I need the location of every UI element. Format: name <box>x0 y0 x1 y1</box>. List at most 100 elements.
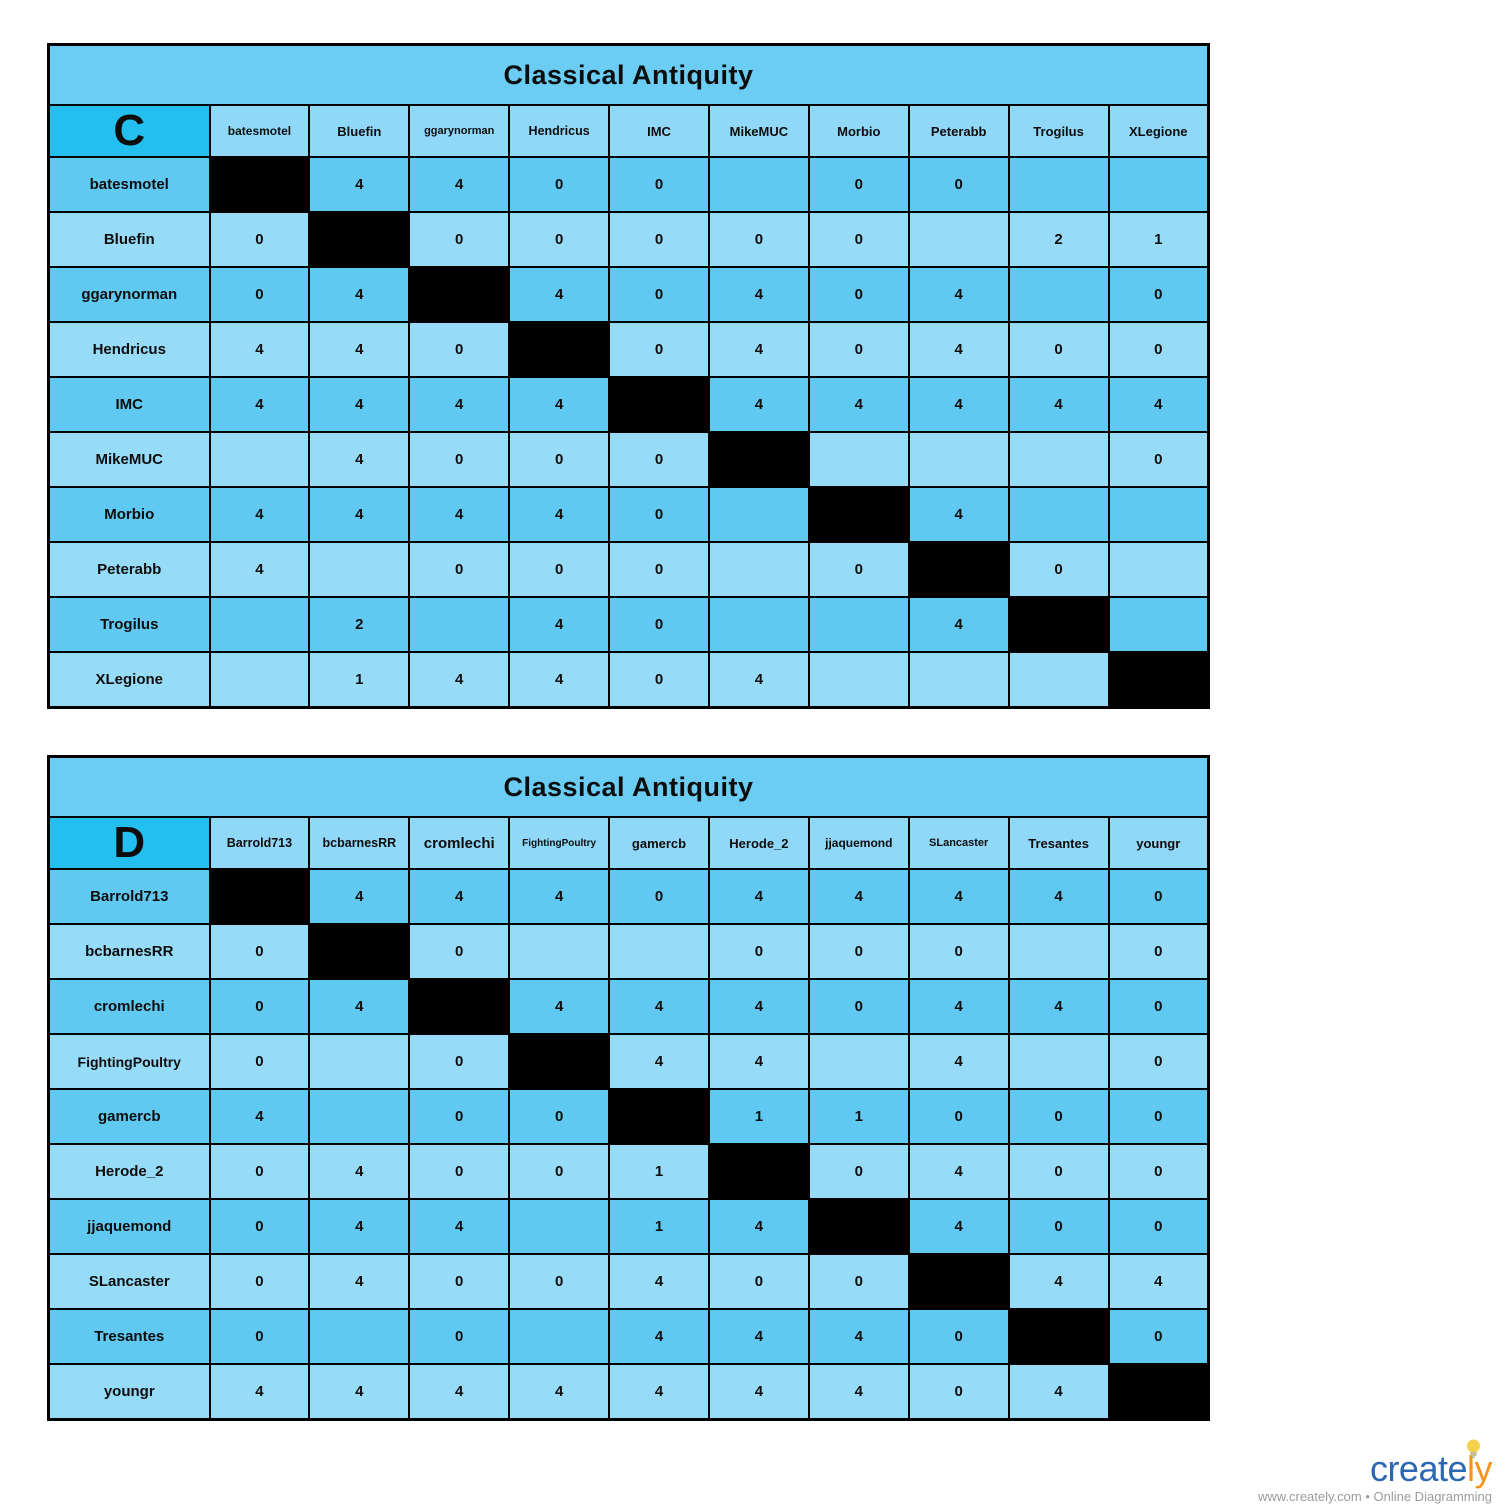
matrix-cell <box>807 596 910 653</box>
matrix-cell: 0 <box>508 541 611 598</box>
matrix-cell: 4 <box>907 376 1010 433</box>
matrix-cell: 0 <box>208 1308 311 1365</box>
matrix-cell: 0 <box>807 211 910 268</box>
matrix-cell: 0 <box>1107 431 1210 488</box>
row-header: Peterabb <box>47 541 211 598</box>
matrix-cell: 0 <box>208 1143 311 1200</box>
matrix-cell: 0 <box>208 1198 311 1255</box>
matrix-cell <box>608 923 710 980</box>
diagonal-cell <box>907 1253 1010 1310</box>
column-header: gamercb <box>608 816 710 870</box>
matrix-cell: 0 <box>408 1308 511 1365</box>
column-header: Trogilus <box>1007 104 1110 158</box>
matrix-cell: 0 <box>208 266 311 323</box>
matrix-cell: 4 <box>508 1363 611 1420</box>
matrix-cell: 0 <box>1107 978 1210 1035</box>
matrix-cell: 0 <box>408 1088 511 1145</box>
matrix-cell: 4 <box>408 868 511 925</box>
matrix-cell: 0 <box>608 211 710 268</box>
diagonal-cell <box>608 376 710 433</box>
matrix-cell: 0 <box>408 1253 511 1310</box>
matrix-cell <box>807 1033 910 1090</box>
matrix-cell: 0 <box>508 1253 611 1310</box>
matrix-cell: 0 <box>608 156 710 213</box>
group-d-crosstable: Classical Antiquity D Barrold713 bcbarnesRR… <box>47 755 1210 1421</box>
matrix-cell: 0 <box>1107 1308 1210 1365</box>
matrix-cell: 0 <box>807 978 910 1035</box>
table-row: bcbarnesRR 0 0 0 0 0 0 <box>47 923 1210 980</box>
column-header: Bluefin <box>308 104 411 158</box>
column-header: youngr <box>1107 816 1210 870</box>
matrix-cell: 0 <box>508 1088 611 1145</box>
matrix-cell <box>707 486 810 543</box>
creately-logo: create ly <box>1369 1439 1493 1489</box>
matrix-cell: 4 <box>907 1143 1010 1200</box>
creately-tagline: www.creately.com • Online Diagramming <box>1257 1489 1492 1504</box>
matrix-cell: 0 <box>608 651 710 708</box>
matrix-cell: 0 <box>807 321 910 378</box>
matrix-cell: 4 <box>308 431 411 488</box>
matrix-cell: 0 <box>1107 1033 1210 1090</box>
table-row: Peterabb 4 0 0 0 0 0 <box>47 541 1210 598</box>
column-header: Barrold713 <box>208 816 311 870</box>
matrix-cell: 4 <box>807 868 910 925</box>
matrix-cell: 0 <box>408 211 511 268</box>
matrix-cell <box>1107 596 1210 653</box>
table-row: Trogilus 2 4 0 4 <box>47 596 1210 653</box>
matrix-cell: 4 <box>707 651 810 708</box>
table-row: Morbio 4 4 4 4 0 4 <box>47 486 1210 543</box>
matrix-cell <box>308 1308 411 1365</box>
matrix-cell: 4 <box>1007 1363 1110 1420</box>
table-row: Herode_2 0 4 0 0 1 0 4 0 0 <box>47 1143 1210 1200</box>
matrix-cell: 0 <box>608 868 710 925</box>
diagonal-cell <box>508 1033 611 1090</box>
matrix-cell <box>308 541 411 598</box>
matrix-cell: 4 <box>508 596 611 653</box>
table-row: FightingPoultry 0 0 4 4 4 0 <box>47 1033 1210 1090</box>
matrix-cell: 0 <box>608 486 710 543</box>
column-header: ggarynorman <box>408 104 511 158</box>
diagonal-cell <box>1107 1363 1210 1420</box>
matrix-cell: 0 <box>907 923 1010 980</box>
matrix-cell: 4 <box>608 1363 710 1420</box>
lightbulb-icon <box>1466 1430 1481 1458</box>
row-header: MikeMUC <box>47 431 211 488</box>
diagonal-cell <box>508 321 611 378</box>
diagonal-cell <box>608 1088 710 1145</box>
matrix-cell: 4 <box>807 1308 910 1365</box>
matrix-cell <box>208 596 311 653</box>
matrix-cell: 0 <box>1107 321 1210 378</box>
matrix-cell: 4 <box>907 868 1010 925</box>
matrix-cell <box>308 1033 411 1090</box>
matrix-cell: 4 <box>308 156 411 213</box>
matrix-cell: 0 <box>807 923 910 980</box>
column-header: MikeMUC <box>707 104 810 158</box>
matrix-cell: 4 <box>608 1308 710 1365</box>
matrix-cell: 0 <box>807 266 910 323</box>
matrix-cell: 4 <box>308 1143 411 1200</box>
matrix-cell: 0 <box>907 1088 1010 1145</box>
creately-logo-create-text: create <box>1369 1448 1468 1489</box>
matrix-cell: 4 <box>308 486 411 543</box>
matrix-cell: 0 <box>1107 1198 1210 1255</box>
diagonal-cell <box>408 978 511 1035</box>
matrix-cell: 4 <box>308 266 411 323</box>
matrix-cell: 0 <box>1107 923 1210 980</box>
column-header: Tresantes <box>1007 816 1110 870</box>
matrix-cell: 4 <box>508 266 611 323</box>
diagonal-cell <box>1007 596 1110 653</box>
row-header: gamercb <box>47 1088 211 1145</box>
matrix-cell: 4 <box>508 978 611 1035</box>
matrix-cell: 4 <box>1007 1253 1110 1310</box>
matrix-cell: 0 <box>907 1308 1010 1365</box>
column-header: bcbarnesRR <box>308 816 411 870</box>
matrix-cell: 0 <box>408 431 511 488</box>
matrix-cell <box>907 651 1010 708</box>
row-header: Bluefin <box>47 211 211 268</box>
diagonal-cell <box>807 1198 910 1255</box>
matrix-cell: 4 <box>208 321 311 378</box>
matrix-cell: 0 <box>508 1143 611 1200</box>
matrix-cell: 4 <box>907 596 1010 653</box>
matrix-cell: 4 <box>408 486 511 543</box>
